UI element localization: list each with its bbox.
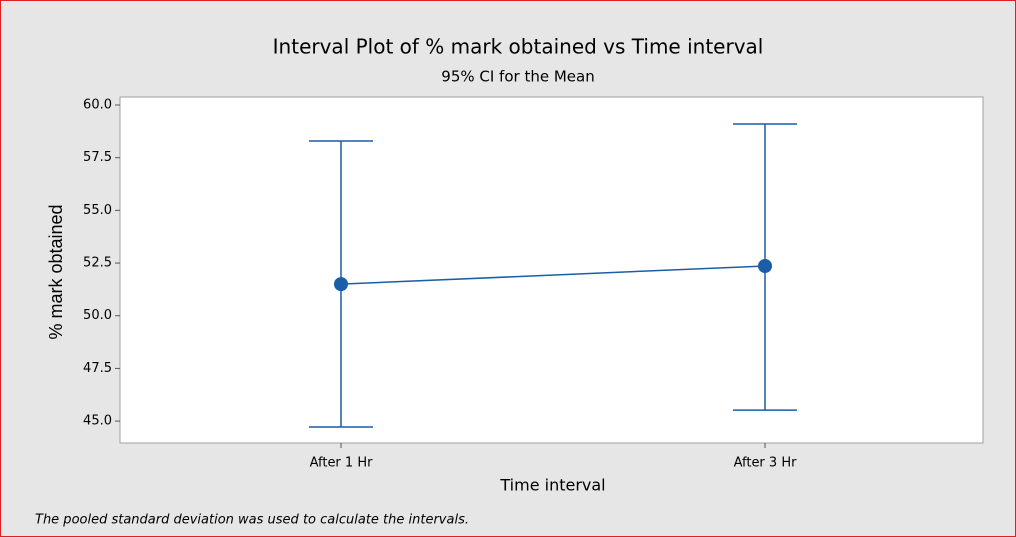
y-tick-label: 57.5 bbox=[83, 150, 112, 165]
footnote: The pooled standard deviation was used t… bbox=[35, 513, 469, 528]
chart-title: Interval Plot of % mark obtained vs Time… bbox=[273, 35, 764, 59]
mean-line bbox=[340, 265, 766, 285]
mean-point bbox=[334, 277, 348, 292]
mean-point bbox=[758, 258, 772, 273]
x-tick-label: After 3 Hr bbox=[734, 456, 798, 471]
y-tick-label: 52.5 bbox=[83, 256, 112, 271]
y-tick-label: 55.0 bbox=[83, 203, 112, 218]
x-tick-label: After 1 Hr bbox=[310, 456, 374, 471]
y-tick-label: 50.0 bbox=[83, 308, 112, 323]
plot-area bbox=[119, 96, 984, 444]
y-tick-label: 47.5 bbox=[83, 361, 112, 376]
chart-subtitle: 95% CI for the Mean bbox=[441, 68, 594, 86]
y-tick-label: 60.0 bbox=[83, 98, 112, 113]
y-tick-label: 45.0 bbox=[83, 414, 112, 429]
x-axis-label: Time interval bbox=[499, 476, 605, 495]
y-axis-label: % mark obtained bbox=[46, 204, 66, 339]
